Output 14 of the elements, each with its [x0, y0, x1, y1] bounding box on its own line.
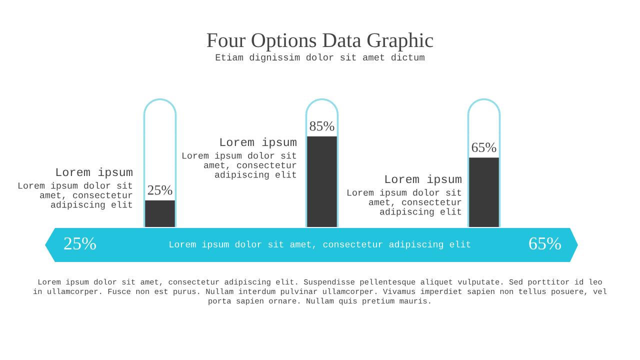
annotation: Lorem ipsum: [56, 167, 132, 179]
annotation: Lorem ipsum dolor sit amet, consectetur adipiscing elit: [18, 182, 132, 210]
data-label: 25%: [148, 185, 172, 195]
annotation: Lorem ipsum dolor sit amet, consectetur adipiscing elit: [348, 189, 462, 217]
text: 25%: [64, 237, 96, 250]
annotation: Lorem ipsum dolor sit amet, consectetur adipiscing elit: [182, 152, 296, 180]
data-label: 85%: [310, 121, 334, 131]
text: 65%: [529, 237, 561, 250]
chart-subtitle: Etiam dignissim dolor sit amet dictum: [216, 54, 424, 62]
text: Lorem ipsum dolor sit amet, consectetur adipiscing elit: [170, 240, 470, 250]
annotation: Lorem ipsum: [220, 137, 296, 148]
data-label: 65%: [472, 142, 496, 152]
annotation: Lorem ipsum: [385, 174, 462, 186]
chart-title: Four Options Data Graphic: [206, 32, 434, 52]
